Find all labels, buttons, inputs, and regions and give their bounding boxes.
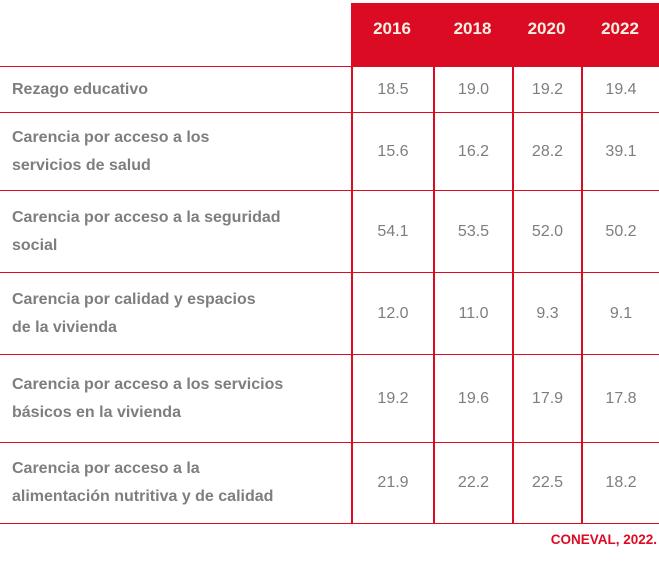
- row-label-line: Carencia por acceso a los servicios: [12, 375, 284, 393]
- value-cell: 16.2: [433, 112, 512, 190]
- value-cell: 17.9: [512, 354, 581, 442]
- value-cell: 53.5: [433, 190, 512, 272]
- year-header-2020: 2020: [512, 3, 581, 66]
- row-label: Carencia por acceso a la seguridad social: [0, 190, 351, 272]
- value-cell: 39.1: [581, 112, 659, 190]
- value-cell: 54.1: [351, 190, 433, 272]
- row-label: Carencia por acceso a los servicios de sa…: [0, 112, 351, 190]
- value-cell: 50.2: [581, 190, 659, 272]
- row-label-line: Carencia por acceso a los: [12, 128, 210, 146]
- row-label-line: social: [12, 236, 58, 254]
- value-cell: 12.0: [351, 272, 433, 354]
- row-label: Carencia por calidad y espacios de la viv…: [0, 272, 351, 354]
- value-cell: 9.1: [581, 272, 659, 354]
- value-cell: 19.2: [512, 66, 581, 112]
- value-cell: 22.5: [512, 442, 581, 524]
- row-label-line: Carencia por acceso a la: [12, 460, 200, 477]
- value-cell: 15.6: [351, 112, 433, 190]
- row-label: Rezago educativo: [0, 66, 351, 112]
- value-cell: 52.0: [512, 190, 581, 272]
- row-label: Carencia por acceso a los servicios básic…: [0, 354, 351, 442]
- value-cell: 18.5: [351, 66, 433, 112]
- row-label-line: Rezago educativo: [12, 80, 149, 98]
- value-cell: 19.4: [581, 66, 659, 112]
- row-label-line: servicios de salud: [12, 156, 151, 174]
- row-label-line: alimentación nutritiva y de calidad: [12, 488, 274, 505]
- deprivation-table: 2016 2018 2020 2022 Rezago educativo 18.5…: [0, 3, 659, 524]
- value-cell: 11.0: [433, 272, 512, 354]
- value-cell: 18.2: [581, 442, 659, 524]
- row-label-line: Carencia por acceso a la seguridad: [12, 208, 281, 226]
- row-label-line: Carencia por calidad y espacios: [12, 290, 256, 308]
- year-header-2022: 2022: [581, 3, 659, 66]
- year-header-2018: 2018: [433, 3, 512, 66]
- source-credit: CONEVAL, 2022.: [550, 532, 657, 547]
- value-cell: 28.2: [512, 112, 581, 190]
- value-cell: 9.3: [512, 272, 581, 354]
- value-cell: 22.2: [433, 442, 512, 524]
- row-label-line: básicos en la vivienda: [12, 403, 181, 421]
- value-cell: 21.9: [351, 442, 433, 524]
- header-spacer: [0, 3, 351, 66]
- value-cell: 17.8: [581, 354, 659, 442]
- row-label: Carencia por acceso a la alimentación nut…: [0, 442, 351, 524]
- year-header-2016: 2016: [351, 3, 433, 66]
- row-label-line: de la vivienda: [12, 318, 117, 336]
- value-cell: 19.6: [433, 354, 512, 442]
- value-cell: 19.2: [351, 354, 433, 442]
- value-cell: 19.0: [433, 66, 512, 112]
